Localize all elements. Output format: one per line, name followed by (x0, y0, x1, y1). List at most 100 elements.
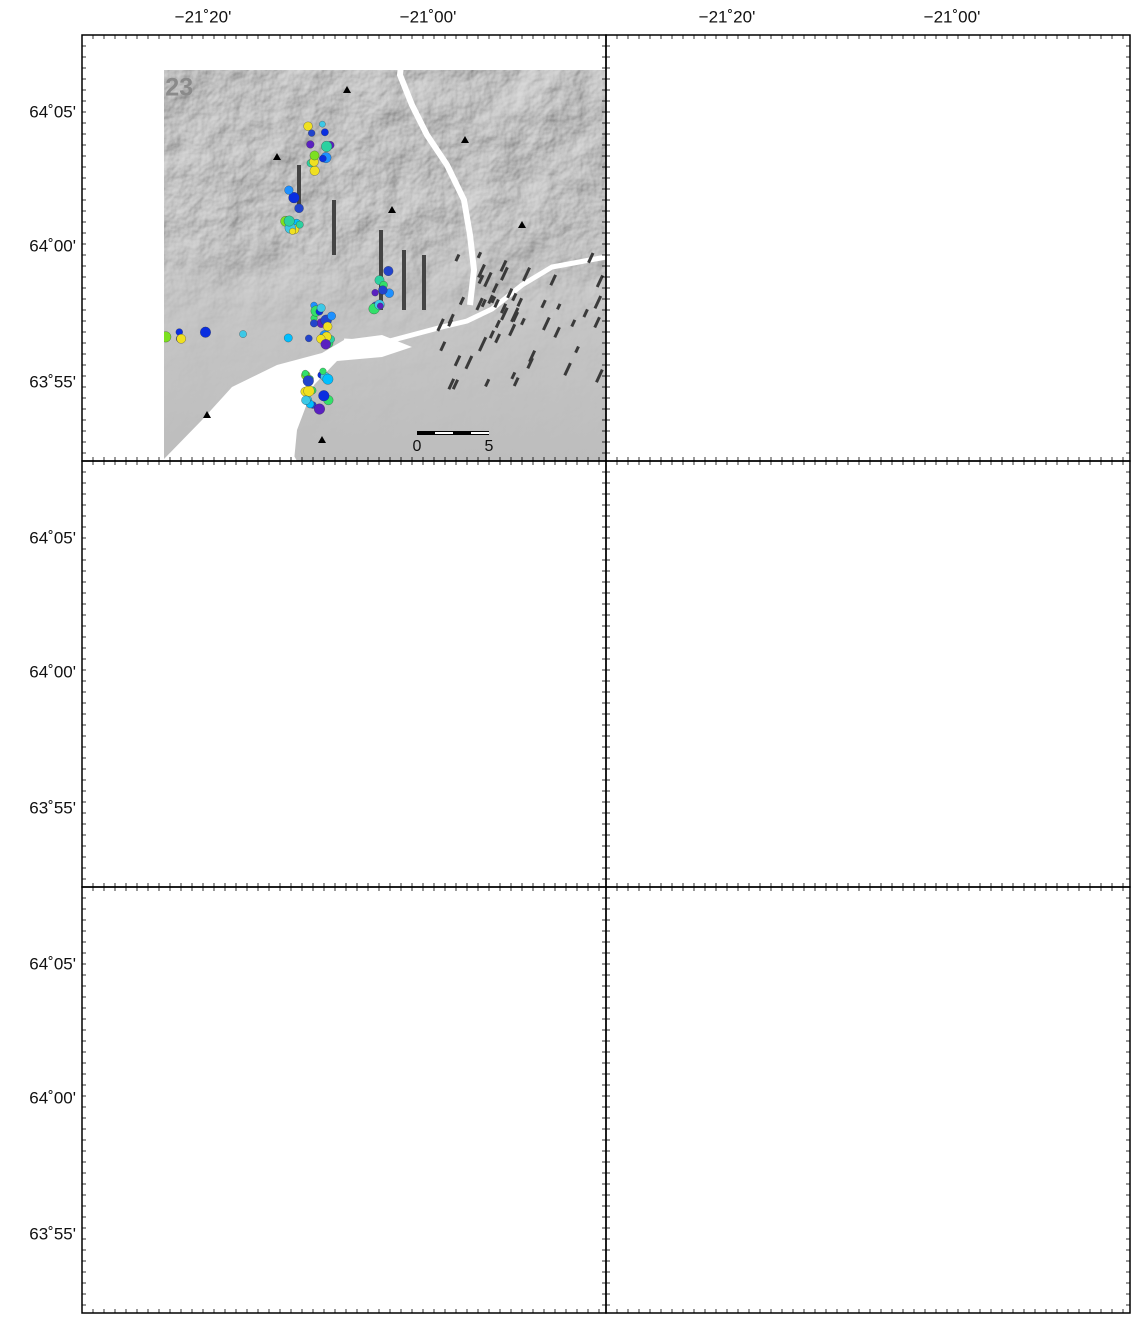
fissure-dash (960, 1170, 968, 1183)
earthquake (309, 744, 320, 755)
earthquake (835, 730, 842, 737)
earthquake (851, 734, 858, 741)
fissure-dash (549, 700, 557, 712)
fissure-dash (1036, 311, 1043, 322)
earthquake (844, 405, 852, 413)
earthquake (836, 1179, 846, 1189)
fissure-dash (492, 709, 499, 719)
fissure-dash (475, 724, 483, 737)
earthquake (834, 812, 843, 821)
earthquake (308, 1168, 319, 1179)
fissure-dash (1077, 753, 1084, 764)
fissure-dash (1034, 307, 1043, 322)
earthquake (838, 1156, 844, 1162)
earthquake (327, 976, 335, 984)
earthquake (900, 269, 908, 277)
earthquake (834, 304, 841, 311)
earthquake (905, 709, 911, 715)
fissure-dash (1001, 1116, 1010, 1130)
earthquake (384, 1116, 391, 1123)
fissure-dash (510, 1159, 519, 1174)
earthquake (832, 1255, 839, 1262)
fissure-dash (1041, 1150, 1047, 1159)
earthquake (815, 192, 823, 200)
river (400, 887, 474, 1157)
fissure (297, 591, 301, 631)
fissure-dash (1032, 1176, 1040, 1189)
earthquake (849, 395, 858, 404)
fissure-dash (983, 1149, 989, 1158)
earthquake (623, 754, 630, 761)
earthquake (833, 731, 844, 742)
earthquake (895, 685, 901, 691)
lon-label: −21˚20' (175, 7, 232, 26)
fissure-dash (1002, 337, 1011, 352)
fissure-dash (459, 1149, 465, 1158)
earthquake (803, 758, 812, 767)
earthquake (902, 267, 909, 274)
earthquake (305, 1240, 314, 1249)
earthquake (770, 332, 780, 342)
fissure-dash (1037, 803, 1044, 813)
earthquake (304, 122, 313, 131)
fissure-dash (983, 723, 989, 732)
terrain-relief (82, 887, 606, 1313)
lon-label: −21˚00' (924, 7, 981, 26)
earthquake (645, 1181, 653, 1189)
fissure (332, 1052, 336, 1107)
earthquake (844, 1011, 853, 1020)
earthquake (896, 264, 907, 275)
fissure-dash (1035, 1145, 1041, 1153)
fissure-dash (563, 1215, 571, 1228)
earthquake (827, 984, 837, 994)
fissure-dash (1013, 330, 1019, 339)
fissure-dash (972, 804, 980, 816)
earthquake (905, 278, 912, 285)
coast-strip (868, 683, 1130, 769)
earthquake (817, 645, 823, 651)
fissure-dash (481, 1151, 487, 1159)
earthquake (324, 1012, 335, 1023)
earthquake (844, 805, 851, 812)
earthquake (292, 1076, 299, 1083)
fissure (402, 676, 406, 736)
fissure-dash (594, 1147, 603, 1161)
earthquake (832, 764, 840, 772)
earthquake (840, 991, 850, 1001)
fissure-dash (520, 744, 526, 752)
fissure-dash (1024, 693, 1033, 707)
station (640, 296, 648, 303)
earthquake (733, 1179, 743, 1189)
fissure-dash (1024, 733, 1032, 746)
fissure-dash (494, 759, 501, 769)
earthquake (325, 1183, 334, 1192)
earthquake (842, 313, 852, 323)
station (1042, 647, 1050, 654)
fissure-dash (1005, 725, 1011, 733)
fissure-dash (454, 680, 460, 688)
fissure-dash (540, 1151, 546, 1160)
station (116, 296, 124, 303)
earthquake (323, 822, 332, 831)
fissure-dash (1050, 783, 1057, 795)
earthquake (313, 1246, 322, 1255)
earthquake (170, 755, 179, 764)
earthquake (668, 1185, 679, 1196)
fissure-dash (1052, 1202, 1060, 1214)
lowland-shade (82, 35, 606, 461)
fissure-dash (556, 729, 561, 736)
fissure-dash (1094, 1171, 1100, 1179)
earthquake (312, 734, 321, 743)
fissure-dash (436, 1170, 444, 1183)
fissure-dash (1011, 1147, 1018, 1157)
earthquake (323, 322, 332, 331)
fissure-dash (1098, 1198, 1104, 1205)
earthquake (826, 1227, 836, 1237)
earthquake (320, 824, 326, 830)
earthquake (296, 1041, 303, 1048)
fissure-dash (522, 1119, 531, 1134)
fissure-dash (1066, 743, 1075, 757)
earthquake (846, 402, 855, 411)
station (640, 722, 648, 729)
fissure (379, 1082, 383, 1162)
